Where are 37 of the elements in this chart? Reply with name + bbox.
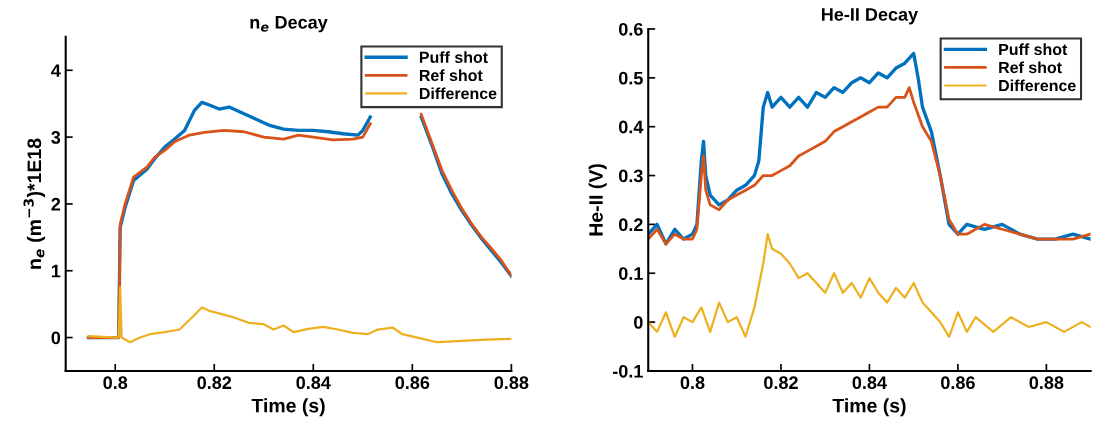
x-tick-label: 0.86 bbox=[395, 376, 430, 390]
y-tick-label: 1 bbox=[51, 264, 61, 278]
legend-label: Puff shot bbox=[419, 51, 488, 63]
x-tick-label: 0.82 bbox=[197, 376, 232, 390]
y-tick-label: 0.3 bbox=[619, 169, 643, 183]
x-tick-label: 0.86 bbox=[941, 376, 975, 390]
y-tick-label: 0.5 bbox=[619, 71, 643, 85]
legend-label: Ref shot bbox=[999, 61, 1062, 74]
y-tick-label: 0.1 bbox=[619, 267, 643, 280]
legend-label: Difference bbox=[419, 87, 497, 100]
y-tick-label: 2 bbox=[51, 197, 61, 211]
x-tick-label: 0.8 bbox=[680, 376, 705, 390]
line-series bbox=[87, 286, 512, 344]
y-tick-label: 3 bbox=[51, 131, 61, 144]
y-tick-label: -0.1 bbox=[612, 364, 643, 378]
x-tick-label: 0.84 bbox=[852, 376, 887, 390]
x-axis-title: Time (s) bbox=[832, 398, 906, 417]
y-tick-label: 0.2 bbox=[619, 218, 643, 232]
y-tick-label: 0.6 bbox=[619, 22, 643, 36]
legend-label: Ref shot bbox=[419, 69, 483, 82]
y-tick-label: 0 bbox=[51, 331, 61, 345]
x-tick-label: 0.88 bbox=[1029, 376, 1064, 390]
x-tick-label: 0.8 bbox=[103, 376, 128, 390]
x-tick-label: 0.84 bbox=[296, 376, 331, 390]
y-tick-label: 0.4 bbox=[619, 120, 644, 134]
legend-label: Difference bbox=[999, 79, 1076, 92]
chart-title: He-II Decay bbox=[821, 8, 919, 25]
legend-label: Puff shot bbox=[999, 43, 1068, 56]
x-axis-title: Time (s) bbox=[251, 398, 325, 417]
y-tick-label: 4 bbox=[51, 64, 61, 77]
line-series bbox=[648, 233, 1091, 338]
x-tick-label: 0.82 bbox=[764, 376, 798, 390]
y-tick-label: 0 bbox=[634, 316, 643, 329]
y-axis-title: He-II (V) bbox=[588, 164, 607, 236]
x-tick-label: 0.88 bbox=[494, 376, 529, 390]
chart-title: n$_{e}$ Decay bbox=[250, 16, 328, 33]
y-axis-title: n$_{e}$ (m$^{−3}$)*1E18 bbox=[23, 138, 46, 269]
